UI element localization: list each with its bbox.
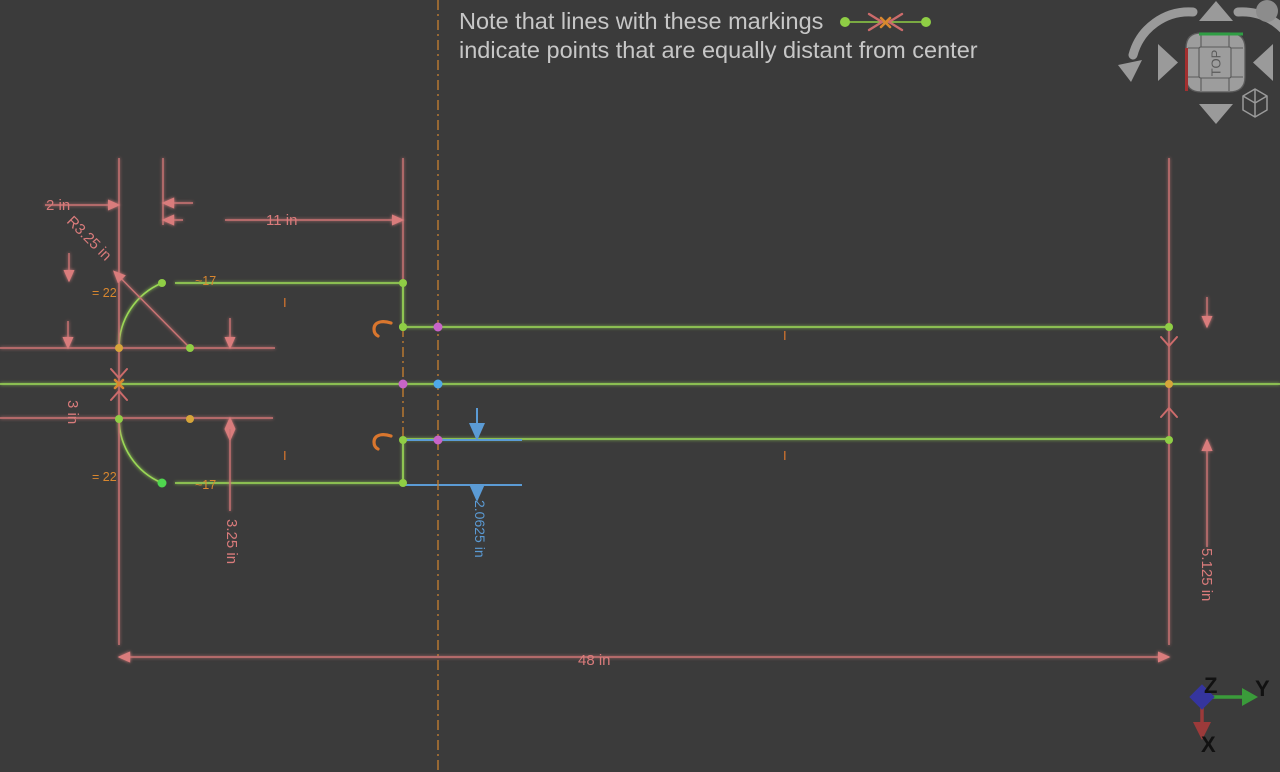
svg-text:~17: ~17 [195,478,216,492]
svg-text:I: I [283,295,287,310]
svg-text:= 22: = 22 [92,470,117,484]
svg-text:2 in: 2 in [46,197,70,214]
svg-text:X: X [1201,732,1216,757]
svg-text:3 in: 3 in [64,400,81,424]
svg-text:TOP: TOP [1209,50,1224,77]
svg-text:Y: Y [1255,676,1270,701]
svg-text:3.25 in: 3.25 in [223,519,240,564]
svg-text:I: I [783,328,787,343]
svg-text:5.125 in: 5.125 in [1198,548,1215,601]
svg-text:= 22: = 22 [92,286,117,300]
svg-text:2.0625 in: 2.0625 in [472,500,488,558]
svg-text:I: I [283,448,287,463]
svg-text:~17: ~17 [195,274,216,288]
svg-text:Note that lines with these mar: Note that lines with these markings [459,8,823,34]
svg-text:I: I [783,448,787,463]
svg-text:indicate points that are equal: indicate points that are equally distant… [459,37,978,63]
svg-text:Z: Z [1204,673,1217,698]
svg-text:R3.25 in: R3.25 in [63,213,115,265]
svg-text:11 in: 11 in [266,212,297,229]
svg-text:48 in: 48 in [578,652,611,669]
